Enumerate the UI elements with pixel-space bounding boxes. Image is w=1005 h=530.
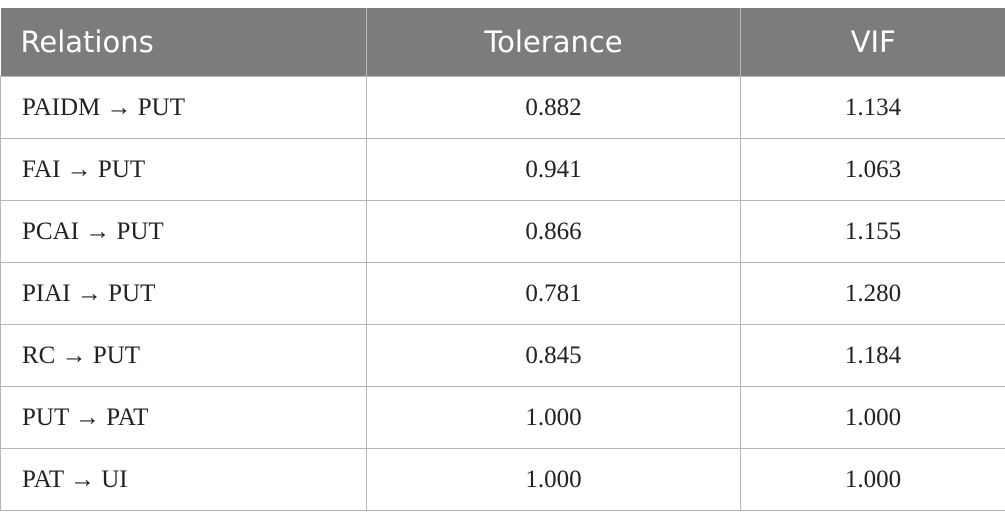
cell-tolerance: 1.000	[366, 386, 741, 449]
cell-tolerance: 0.781	[366, 262, 741, 325]
cell-relation: RC → PUT	[0, 324, 367, 387]
table-row: PCAI → PUT 0.866 1.155	[0, 200, 1005, 263]
table-header: Relations Tolerance VIF	[0, 8, 1005, 77]
cell-vif: 1.000	[740, 448, 1005, 511]
table-row: RC → PUT 0.845 1.184	[0, 324, 1005, 387]
cell-vif: 1.155	[740, 200, 1005, 263]
header-tolerance: Tolerance	[366, 8, 741, 77]
cell-tolerance: 0.941	[366, 138, 741, 201]
cell-relation: PUT → PAT	[0, 386, 367, 449]
table-row: PIAI → PUT 0.781 1.280	[0, 262, 1005, 325]
header-relations: Relations	[0, 8, 367, 77]
cell-tolerance: 1.000	[366, 448, 741, 511]
cell-relation: PCAI → PUT	[0, 200, 367, 263]
cell-tolerance: 0.882	[366, 76, 741, 139]
header-row: Relations Tolerance VIF	[0, 8, 1005, 77]
cell-vif: 1.000	[740, 386, 1005, 449]
cell-vif: 1.134	[740, 76, 1005, 139]
cell-tolerance: 0.845	[366, 324, 741, 387]
table-row: PAIDM → PUT 0.882 1.134	[0, 76, 1005, 139]
cell-relation: PAT → UI	[0, 448, 367, 511]
collinearity-table: Relations Tolerance VIF PAIDM → PUT 0.88…	[0, 8, 1005, 511]
cell-relation: PIAI → PUT	[0, 262, 367, 325]
header-vif: VIF	[740, 8, 1005, 77]
table-body: PAIDM → PUT 0.882 1.134 FAI → PUT 0.941 …	[0, 76, 1005, 511]
cell-vif: 1.184	[740, 324, 1005, 387]
table-container: Relations Tolerance VIF PAIDM → PUT 0.88…	[0, 8, 1005, 511]
cell-relation: PAIDM → PUT	[0, 76, 367, 139]
table-row: FAI → PUT 0.941 1.063	[0, 138, 1005, 201]
cell-tolerance: 0.866	[366, 200, 741, 263]
cell-vif: 1.280	[740, 262, 1005, 325]
table-row: PAT → UI 1.000 1.000	[0, 448, 1005, 511]
cell-relation: FAI → PUT	[0, 138, 367, 201]
cell-vif: 1.063	[740, 138, 1005, 201]
table-row: PUT → PAT 1.000 1.000	[0, 386, 1005, 449]
